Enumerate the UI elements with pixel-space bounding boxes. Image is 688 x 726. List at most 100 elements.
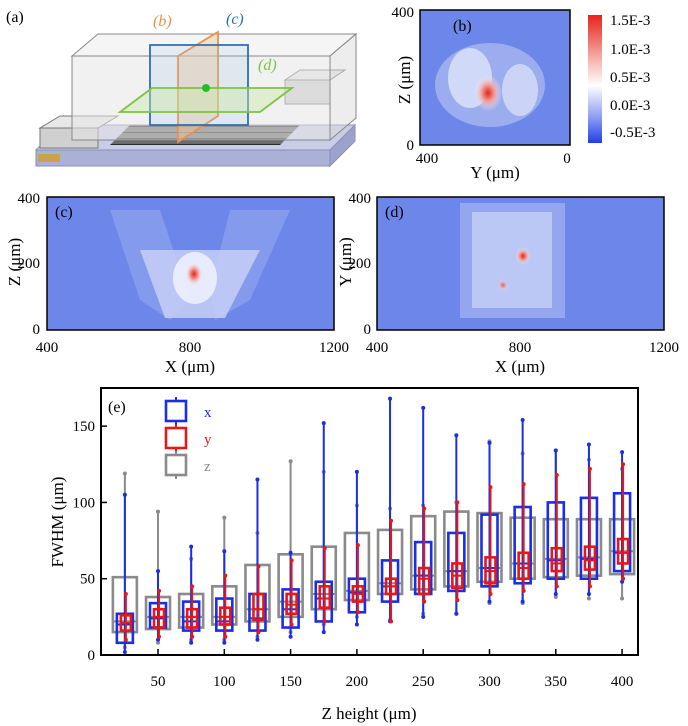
panel-b-xtick: 0: [563, 151, 571, 167]
outlier-y: [123, 591, 128, 596]
outlier-y: [190, 634, 195, 639]
outlier-y: [621, 462, 626, 467]
outlier-y: [455, 598, 460, 603]
outlier-x: [553, 591, 558, 596]
y-tick-label: 50: [80, 572, 95, 588]
plane-c: [149, 44, 249, 126]
outlier-y: [157, 588, 162, 593]
outlier-y: [488, 591, 493, 596]
panel-c-xtick: 800: [179, 340, 202, 356]
panel-d: (d) 400 200 0 400 800 1200 X (μm) Y (μm): [336, 191, 679, 376]
plot-e-boxes: [111, 396, 636, 654]
legend-label-x: x: [204, 405, 212, 421]
outlier-y: [355, 610, 360, 615]
outlier-y: [355, 543, 360, 548]
panel-b-xlabel: Y (μm): [470, 163, 520, 182]
outlier-y: [256, 564, 261, 569]
x-tick-label: 50: [151, 674, 166, 690]
outlier-x: [321, 421, 326, 426]
panel-b-ylabel: Z (μm): [395, 56, 414, 104]
outlier-y: [554, 584, 559, 589]
outlier-x: [586, 442, 591, 447]
plot-e-legend: xyz: [164, 397, 212, 479]
legend-label-y: y: [204, 432, 212, 448]
plane-d-label: (d): [258, 57, 277, 74]
colorbar-tick: 0.0E-3: [610, 98, 650, 114]
plot-e-frame: [100, 387, 639, 656]
panel-b-ytick: 0: [407, 138, 415, 154]
substrate-front: [35, 149, 331, 167]
outlier-y: [422, 599, 427, 604]
substrate-side: [329, 123, 356, 168]
plane-b: [177, 30, 219, 144]
outlier-x: [288, 550, 293, 555]
panel-c-xlabel: X (μm): [165, 357, 215, 376]
plot-e-xlabel: Z height (μm): [321, 704, 416, 723]
panel-d-label: (d): [385, 204, 404, 221]
outlier-y: [587, 466, 592, 471]
colorbar-tick: 1.5E-3: [610, 13, 650, 29]
panel-d-xtick: 1200: [649, 340, 679, 356]
outlier-x: [487, 440, 492, 445]
outlier-y: [190, 584, 195, 589]
panel-e: 50 100 150 200 250 300 350 400 0 50 100 150 xyz (e)…: [48, 387, 639, 723]
plot-e-axes: 50 100 150 200 250 300 350 400 0 50 100 150: [73, 419, 634, 690]
legend-swatch-z: [164, 453, 188, 477]
outlier-y: [256, 630, 261, 635]
outlier-y: [389, 619, 394, 624]
outlier-y: [123, 637, 128, 642]
heatmap-c-hotspot: [185, 262, 203, 286]
box-y: [152, 607, 166, 629]
colorbar-gradient: [588, 15, 602, 143]
outlier-z: [156, 640, 161, 645]
panel-d-ylabel: Y (μm): [336, 237, 355, 287]
x-tick-label: 250: [412, 674, 435, 690]
legend-label-z: z: [204, 459, 211, 475]
outlier-z: [586, 596, 591, 601]
outlier-x: [189, 544, 194, 549]
outlier-x: [222, 640, 227, 645]
panel-b-ytick: 400: [392, 5, 415, 21]
heatmap-d-hotspot: [515, 247, 531, 265]
legend-swatch-y: [164, 426, 188, 450]
outlier-x: [122, 649, 127, 654]
outlier-y: [157, 634, 162, 639]
panel-d-ytick: 400: [349, 191, 372, 207]
panel-a-label: (a): [6, 9, 24, 26]
outlier-y: [422, 506, 427, 511]
electrode-pad: [38, 154, 60, 162]
outlier-y: [289, 622, 294, 627]
outlier-x: [156, 637, 161, 642]
panel-c-label: (c): [55, 204, 73, 221]
outlier-y: [621, 576, 626, 581]
panel-d-xlabel: X (μm): [495, 357, 545, 376]
outlier-z: [620, 596, 625, 601]
outlier-x: [553, 448, 558, 453]
x-tick-label: 150: [279, 674, 302, 690]
outlier-y: [322, 619, 327, 624]
outlier-y: [223, 634, 228, 639]
panel-e-label: (e): [108, 399, 126, 416]
panel-c-ylabel: Z (μm): [5, 238, 24, 286]
plane-b-label: (b): [153, 13, 172, 30]
colorbar-tick: -0.5E-3: [610, 125, 655, 141]
panel-c-xtick: 1200: [319, 340, 349, 356]
outlier-z: [122, 471, 127, 476]
legend-swatch-x: [164, 399, 188, 423]
y-tick-label: 150: [73, 419, 96, 435]
outlier-z: [553, 595, 558, 600]
y-tick-label: 0: [88, 648, 96, 664]
outlier-x: [454, 433, 459, 438]
outlier-x: [354, 469, 359, 474]
box-y: [550, 546, 564, 573]
panel-b-xtick: 400: [416, 151, 439, 167]
colorbar-tick: 1.0E-3: [610, 42, 650, 58]
box-y: [185, 607, 199, 629]
outlier-x: [189, 640, 194, 645]
plane-c-label: (c): [226, 11, 244, 28]
outlier-y: [521, 588, 526, 593]
focus-point: [202, 84, 210, 92]
panel-b-label: (b): [453, 18, 472, 35]
outlier-x: [388, 396, 393, 401]
outlier-x: [156, 569, 161, 574]
